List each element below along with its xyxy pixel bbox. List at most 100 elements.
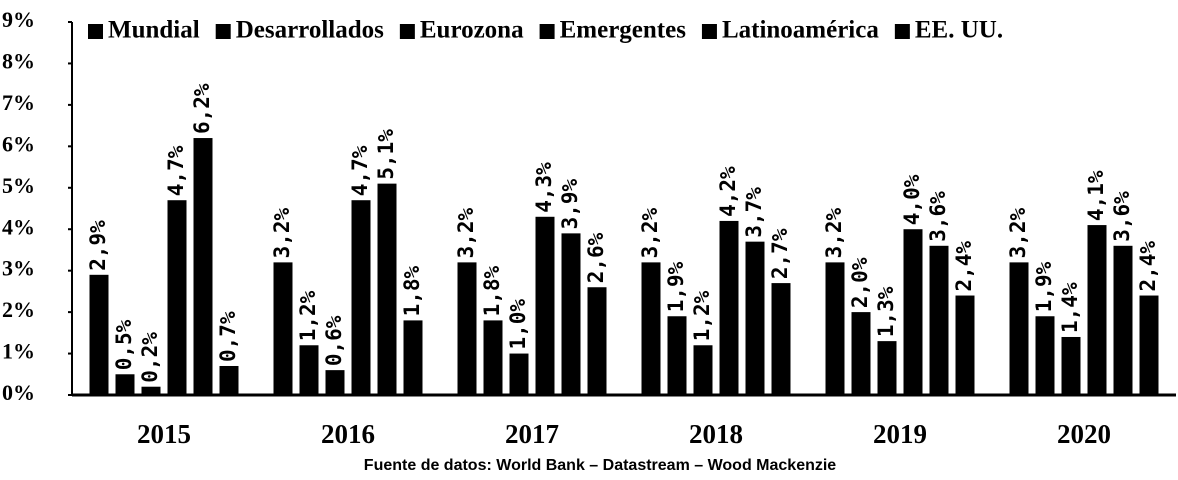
value-label: 2,0% (848, 257, 872, 308)
y-tick-label: 5% (2, 173, 35, 198)
bar (825, 262, 845, 395)
value-label: 2,4% (952, 241, 976, 292)
legend-label: EE. UU. (915, 17, 1003, 44)
legend-label: Latinoamérica (722, 17, 879, 44)
legend-swatch (399, 24, 415, 39)
x-tick-label: 2017 (505, 419, 559, 449)
value-label: 6,2% (190, 83, 214, 134)
bar (641, 262, 661, 395)
bar (587, 287, 607, 395)
bar (667, 316, 687, 395)
legend-swatch (215, 24, 231, 39)
value-label: 1,8% (400, 265, 424, 316)
bar (1113, 245, 1133, 395)
bar (325, 370, 345, 395)
y-tick-label: 9% (2, 7, 35, 32)
value-label: 5,1% (374, 129, 398, 180)
y-tick-label: 1% (2, 339, 35, 364)
bar (193, 138, 213, 396)
value-label: 1,9% (1032, 261, 1056, 312)
value-label: 0,6% (322, 315, 346, 366)
bar (141, 386, 161, 395)
bar (115, 374, 135, 395)
bar (955, 295, 975, 395)
value-label: 0,2% (138, 332, 162, 383)
source-note: Fuente de datos: World Bank – Datastream… (364, 457, 837, 474)
value-label: 1,2% (690, 290, 714, 341)
bar (89, 274, 109, 395)
bar (771, 283, 791, 395)
legend-label: Emergentes (560, 17, 687, 44)
bar (1087, 225, 1107, 395)
value-label: 4,1% (1084, 170, 1108, 221)
value-label: 4,2% (716, 166, 740, 217)
value-label: 3,9% (558, 178, 582, 229)
value-label: 1,9% (664, 261, 688, 312)
value-label: 1,0% (506, 299, 530, 350)
bar (377, 183, 397, 395)
bar (351, 200, 371, 395)
x-tick-label: 2020 (1057, 419, 1111, 449)
y-tick-label: 8% (2, 48, 35, 73)
value-label: 0,7% (216, 311, 240, 362)
value-label: 4,0% (900, 174, 924, 225)
value-label: 0,5% (112, 319, 136, 370)
y-tick-label: 0% (2, 380, 35, 405)
bar (561, 233, 581, 395)
bar (1139, 295, 1159, 395)
y-tick-label: 2% (2, 297, 35, 322)
y-tick-label: 6% (2, 131, 35, 156)
x-tick-label: 2019 (873, 419, 927, 449)
bar (299, 345, 319, 395)
bar (1009, 262, 1029, 395)
legend-swatch (88, 24, 103, 39)
bar (535, 216, 555, 395)
value-label: 3,2% (454, 207, 478, 258)
bar (929, 245, 949, 395)
bar (403, 320, 423, 395)
value-label: 4,7% (164, 145, 188, 196)
value-label: 3,2% (1006, 207, 1030, 258)
bar (1061, 336, 1081, 395)
value-label: 3,2% (270, 207, 294, 258)
value-label: 4,3% (532, 162, 556, 213)
bar (851, 312, 871, 395)
bar (457, 262, 477, 395)
bar (483, 320, 503, 395)
value-label: 3,2% (638, 207, 662, 258)
value-label: 1,2% (296, 290, 320, 341)
bar (167, 200, 187, 395)
value-label: 3,2% (822, 207, 846, 258)
bar (877, 341, 897, 395)
value-label: 2,6% (584, 232, 608, 283)
bar (719, 220, 739, 395)
x-tick-label: 2018 (689, 419, 743, 449)
bar (273, 262, 293, 395)
bar (903, 229, 923, 395)
legend-swatch (539, 24, 555, 39)
legend-swatch (701, 24, 717, 39)
bar (509, 353, 529, 395)
legend-label: Eurozona (420, 17, 524, 44)
y-tick-label: 7% (2, 90, 35, 115)
value-label: 4,7% (348, 145, 372, 196)
value-label: 2,4% (1136, 241, 1160, 292)
value-label: 1,3% (874, 286, 898, 337)
legend-label: Mundial (108, 17, 200, 44)
value-label: 3,6% (1110, 191, 1134, 242)
value-label: 3,7% (742, 187, 766, 238)
y-tick-label: 4% (2, 214, 35, 239)
bar (693, 345, 713, 395)
value-label: 1,4% (1058, 282, 1082, 333)
value-label: 1,8% (480, 265, 504, 316)
x-tick-label: 2016 (321, 419, 375, 449)
bar (745, 241, 765, 395)
legend-swatch (894, 24, 910, 39)
value-label: 2,7% (768, 228, 792, 279)
legend-label: Desarrollados (236, 17, 384, 44)
x-tick-label: 2015 (137, 419, 191, 449)
y-tick-label: 3% (2, 256, 35, 281)
bar (1035, 316, 1055, 395)
value-label: 3,6% (926, 191, 950, 242)
